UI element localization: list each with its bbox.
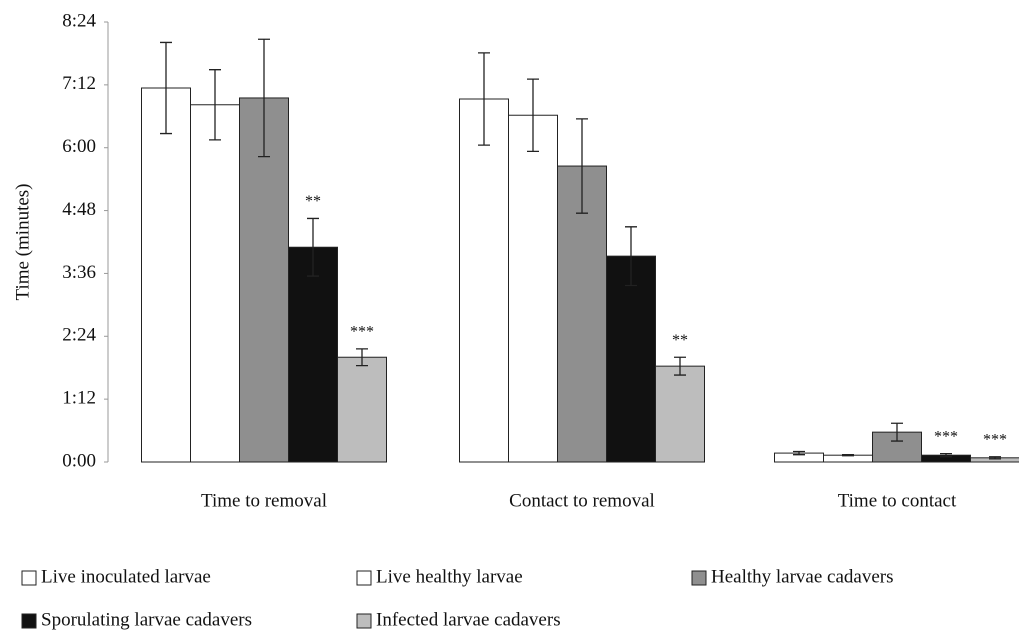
error-bar [307,217,319,277]
y-tick-label: 2:24 [62,325,96,346]
significance-label: *** [983,431,1007,448]
error-bar [258,38,270,158]
error-bar [527,78,539,153]
error-bar [842,454,854,457]
bar [141,87,191,463]
bar [239,97,289,463]
error-bar [356,348,368,367]
significance-label: *** [350,324,374,341]
legend-swatch [21,613,37,629]
significance-label: *** [934,428,958,445]
error-bar [891,422,903,442]
bar [190,104,240,463]
legend-label: Live inoculated larvae [41,566,211,587]
error-bar [209,69,221,141]
error-bar [674,356,686,376]
y-tick-label: 0:00 [62,450,96,471]
legend-label: Live healthy larvae [376,566,523,587]
error-bar [625,226,637,287]
bar [606,255,656,463]
y-tick-label: 6:00 [62,136,96,157]
legend-label: Infected larvae cadavers [376,609,561,630]
legend-label: Sporulating larvae cadavers [41,609,252,630]
legend-swatch [21,570,37,586]
y-tick-label: 3:36 [62,262,96,283]
error-bar [478,52,490,146]
y-tick-label: 8:24 [62,10,96,31]
bar [655,365,705,463]
error-bar [989,456,1001,460]
x-tick-label: Time to contact [838,490,957,511]
error-bar [576,118,588,214]
error-bar [940,452,952,458]
bar [872,431,922,463]
legend-swatch [356,613,372,629]
bar [508,114,558,463]
bar [337,356,387,463]
legend-label: Healthy larvae cadavers [711,566,894,587]
x-tick-label: Time to removal [201,490,327,511]
y-axis-label: Time (minutes) [12,184,33,301]
y-tick-label: 4:48 [62,199,96,220]
significance-label: ** [305,193,321,210]
y-tick-label: 7:12 [62,73,96,94]
significance-label: ** [672,332,688,349]
legend-swatch [356,570,372,586]
bar [288,246,338,463]
error-bar [160,41,172,135]
x-tick-label: Contact to removal [509,490,655,511]
error-bar [793,450,805,456]
bar [459,98,509,463]
y-tick-label: 1:12 [62,388,96,409]
legend-swatch [691,570,707,586]
